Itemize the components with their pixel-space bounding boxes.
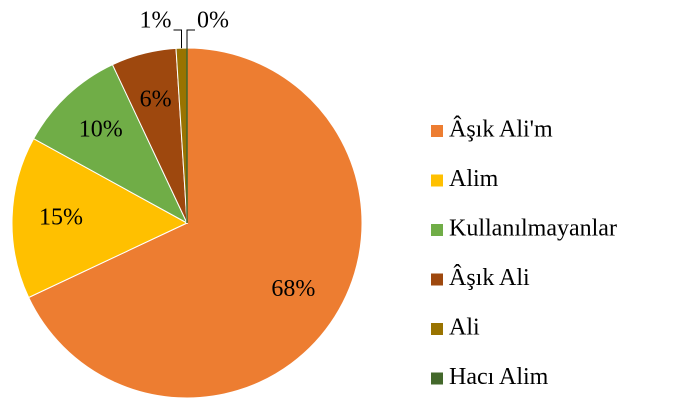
legend-label: Kullanılmayanlar	[449, 216, 617, 242]
data-label: 15%	[39, 205, 83, 231]
legend-label: Alim	[449, 166, 499, 192]
pie-slice	[32, 63, 189, 225]
data-label: 0%	[197, 8, 229, 34]
legend-swatch	[431, 273, 443, 286]
legend-swatch	[431, 224, 443, 236]
legend-label: Hacı Alim	[449, 364, 549, 390]
leader-line	[173, 29, 183, 49]
legend-label: Âşık Ali	[449, 265, 530, 291]
data-label: 1%	[140, 8, 172, 34]
legend-label: Âşık Ali'm	[449, 117, 553, 143]
legend-swatch	[431, 372, 443, 385]
legend-label: Ali	[449, 315, 480, 341]
pie-slice	[27, 47, 363, 399]
pie-slice	[11, 138, 189, 299]
data-label: 68%	[271, 276, 315, 302]
legend-swatch	[431, 125, 443, 137]
data-label: 10%	[79, 117, 123, 143]
legend-swatch	[431, 323, 443, 335]
data-label: 6%	[140, 86, 172, 112]
leader-line	[186, 29, 195, 48]
legend-swatch	[431, 174, 443, 187]
